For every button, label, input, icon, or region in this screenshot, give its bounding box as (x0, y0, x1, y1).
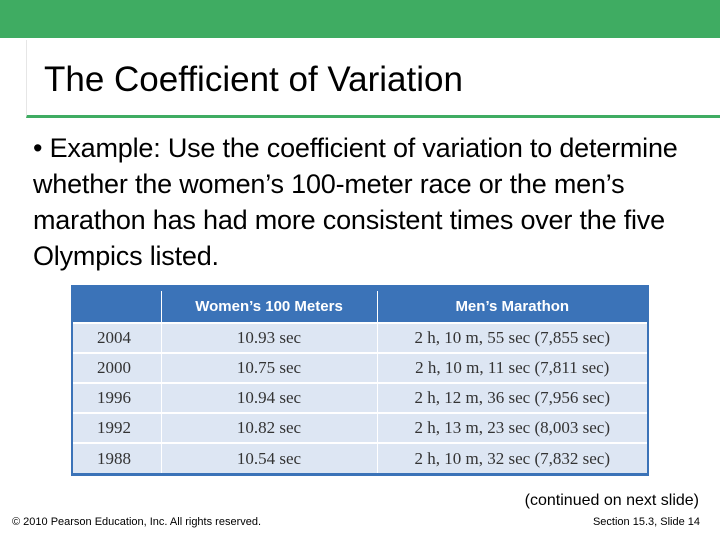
year-cell: 1988 (73, 442, 162, 473)
table-row: 1996 10.94 sec 2 h, 12 m, 36 sec (7,956 … (73, 382, 647, 413)
mens-time-cell: 2 h, 10 m, 11 sec (7,811 sec) (377, 352, 647, 383)
year-cell: 1992 (73, 412, 162, 443)
womens-time-cell: 10.82 sec (161, 412, 378, 443)
womens-time-cell: 10.93 sec (161, 322, 378, 353)
mens-time-cell: 2 h, 12 m, 36 sec (7,956 sec) (377, 382, 647, 413)
header-mens-marathon: Men’s Marathon (377, 291, 647, 323)
table-header-row: Women’s 100 Meters Men’s Marathon (73, 291, 647, 323)
mens-time-cell: 2 h, 10 m, 32 sec (7,832 sec) (377, 442, 647, 473)
table-row: 1992 10.82 sec 2 h, 13 m, 23 sec (8,003 … (73, 412, 647, 443)
year-cell: 2000 (73, 352, 162, 383)
mens-time-cell: 2 h, 13 m, 23 sec (8,003 sec) (377, 412, 647, 443)
womens-time-cell: 10.54 sec (161, 442, 378, 473)
year-cell: 1996 (73, 382, 162, 413)
table-row: 1988 10.54 sec 2 h, 10 m, 32 sec (7,832 … (73, 442, 647, 473)
olympics-table: Women’s 100 Meters Men’s Marathon 2004 1… (71, 285, 649, 476)
copyright-footer: © 2010 Pearson Education, Inc. All right… (12, 516, 262, 528)
mens-time-cell: 2 h, 10 m, 55 sec (7,855 sec) (377, 322, 647, 353)
table-row: 2004 10.93 sec 2 h, 10 m, 55 sec (7,855 … (73, 322, 647, 353)
year-cell: 2004 (73, 322, 162, 353)
slide-title: The Coefficient of Variation (44, 60, 463, 99)
continued-note: (continued on next slide) (524, 492, 699, 509)
womens-time-cell: 10.94 sec (161, 382, 378, 413)
title-frame (26, 40, 720, 118)
header-womens-100m: Women’s 100 Meters (161, 291, 378, 323)
header-year (73, 291, 162, 323)
table-row: 2000 10.75 sec 2 h, 10 m, 11 sec (7,811 … (73, 352, 647, 383)
example-paragraph: • Example: Use the coefficient of variat… (33, 130, 693, 274)
example-text: Example: Use the coefficient of variatio… (33, 133, 678, 271)
womens-time-cell: 10.75 sec (161, 352, 378, 383)
top-accent-bar (0, 0, 720, 38)
slide-number-footer: Section 15.3, Slide 14 (592, 516, 700, 528)
bullet-marker: • (33, 133, 43, 163)
